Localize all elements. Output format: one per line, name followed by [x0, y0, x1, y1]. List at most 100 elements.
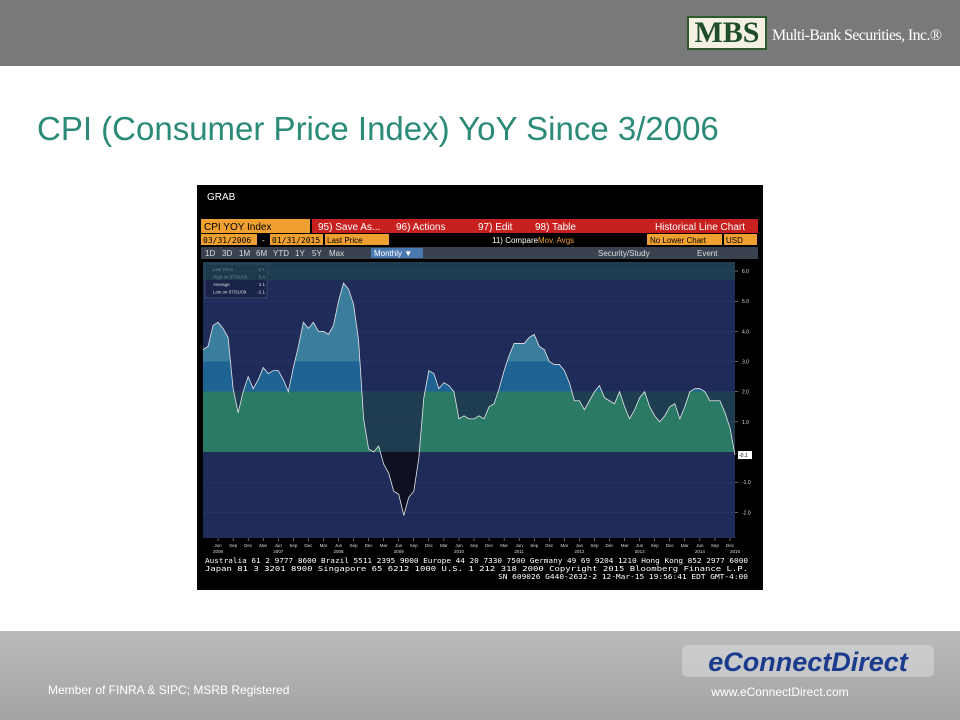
x-year-label: 2007 — [273, 549, 284, 554]
x-year-label: 2011 — [514, 549, 524, 554]
currency-box[interactable] — [724, 234, 757, 245]
x-tick-label: Sep — [651, 543, 660, 548]
x-tick-label: Jun — [395, 543, 403, 548]
last-value-label: -0.1 — [739, 453, 748, 459]
menu-item[interactable]: 98) Table — [535, 222, 576, 233]
x-year-label: 2012 — [574, 549, 585, 554]
x-year-label: 2015 — [730, 549, 741, 554]
x-tick-label: Dec — [365, 543, 374, 548]
footer-logo: eConnectDirect — [708, 647, 909, 677]
terminal-footer: SN 609026 G440-2632-2 12-Mar-15 19:56:41… — [498, 573, 748, 581]
x-year-label: 2014 — [695, 549, 706, 554]
x-tick-label: Dec — [545, 543, 554, 548]
date-box — [270, 234, 323, 245]
y-tick-label: -2.0 — [742, 510, 751, 516]
legend-value: 2.1 — [259, 282, 266, 287]
field: Last Price — [327, 236, 363, 245]
study[interactable]: Security/Study — [598, 249, 650, 258]
period-button[interactable]: 3D — [222, 249, 232, 258]
end-date: 01/31/2015 — [272, 236, 320, 245]
chart-kind: Historical Line Chart — [655, 222, 745, 233]
mov-avgs[interactable]: Mov. Avgs — [538, 236, 574, 245]
footer-logo-bg — [682, 645, 934, 677]
cpi-line — [202, 282, 736, 516]
x-tick-label: Jun — [516, 543, 524, 548]
x-tick-label: Jun — [696, 543, 704, 548]
x-tick-label: Sep — [289, 543, 298, 548]
y-tick-label: 5.0 — [742, 299, 749, 305]
y-tick-label: 2.0 — [742, 390, 749, 396]
logo-box — [687, 16, 767, 50]
y-tick-label: 3.0 — [742, 360, 749, 366]
terminal-footer: Australia 61 2 9777 8600 Brazil 5511 239… — [205, 557, 748, 565]
x-tick-label: Dec — [244, 543, 253, 548]
x-tick-label: Jun — [335, 543, 343, 548]
start-date: 03/31/2006 — [203, 236, 251, 245]
period-button[interactable]: 1D — [205, 249, 215, 258]
menu-item[interactable]: 97) Edit — [478, 222, 513, 233]
x-tick-label: Sep — [530, 543, 539, 548]
bottom-bar — [0, 631, 960, 720]
period-button[interactable]: 1Y — [295, 249, 305, 258]
legend-value: -2.1 — [257, 290, 265, 295]
date-box — [201, 234, 257, 245]
logo-name: Multi-Bank Securities, Inc.® — [772, 27, 942, 44]
period-button[interactable]: 1M — [239, 249, 250, 258]
x-tick-label: Jun — [275, 543, 283, 548]
frequency: Monthly ▼ — [374, 249, 412, 258]
y-tick-label: 6.0 — [742, 269, 749, 275]
x-tick-label: Jun — [636, 543, 644, 548]
x-tick-label: Sep — [470, 543, 479, 548]
x-tick-label: Sep — [350, 543, 359, 548]
x-tick-label: Dec — [304, 543, 313, 548]
lower-chart: No Lower Chart — [650, 236, 707, 245]
x-year-label: 2010 — [454, 549, 465, 554]
period-button[interactable]: 5Y — [312, 249, 322, 258]
cpi-area — [203, 283, 735, 516]
legend-label: Average — [213, 282, 230, 287]
frequency-box[interactable] — [371, 248, 423, 258]
x-tick-label: Mar — [560, 543, 568, 548]
y-tick-label: 4.0 — [742, 329, 749, 335]
x-tick-label: Mar — [320, 543, 328, 548]
x-tick-label: Dec — [485, 543, 494, 548]
x-tick-label: Dec — [606, 543, 615, 548]
x-tick-label: Sep — [590, 543, 599, 548]
x-tick-label: Sep — [711, 543, 720, 548]
x-tick-label: Dec — [425, 543, 434, 548]
y-tick-label: -1.0 — [742, 480, 751, 486]
x-tick-label: Mar — [500, 543, 508, 548]
dash: - — [262, 236, 265, 245]
footer-left: Member of FINRA & SIPC; MSRB Registered — [48, 683, 289, 697]
x-tick-label: Jun — [576, 543, 584, 548]
x-year-label: 2008 — [334, 549, 345, 554]
y-tick-label: 1.0 — [742, 420, 749, 426]
x-tick-label: Jun — [214, 543, 222, 548]
last-value-box — [738, 451, 752, 460]
x-year-label: 2009 — [394, 549, 405, 554]
menu-item[interactable]: 95) Save As... — [318, 222, 380, 233]
x-tick-label: Jun — [455, 543, 463, 548]
x-year-label: 2006 — [213, 549, 224, 554]
toolbar — [201, 247, 758, 259]
period-button[interactable]: YTD — [273, 249, 289, 258]
top-bar — [0, 0, 960, 66]
field-box[interactable] — [325, 234, 389, 245]
legend-label: Low on 07/31/09 — [213, 290, 247, 295]
period-button[interactable]: Max — [329, 249, 344, 258]
event[interactable]: Event — [697, 249, 718, 258]
x-tick-label: Mar — [440, 543, 448, 548]
menu-item[interactable]: 96) Actions — [396, 222, 445, 233]
compare[interactable]: 11) Compare — [492, 236, 539, 245]
period-button[interactable]: 6M — [256, 249, 267, 258]
x-tick-label: Sep — [410, 543, 419, 548]
ticker: CPI YOY Index — [204, 222, 271, 233]
menu-bar — [312, 219, 758, 233]
lower-box[interactable] — [647, 234, 722, 245]
slide-title: CPI (Consumer Price Index) YoY Since 3/2… — [37, 110, 719, 147]
x-year-label: 2013 — [635, 549, 646, 554]
x-tick-label: Dec — [726, 543, 735, 548]
ticker-box — [201, 219, 310, 233]
